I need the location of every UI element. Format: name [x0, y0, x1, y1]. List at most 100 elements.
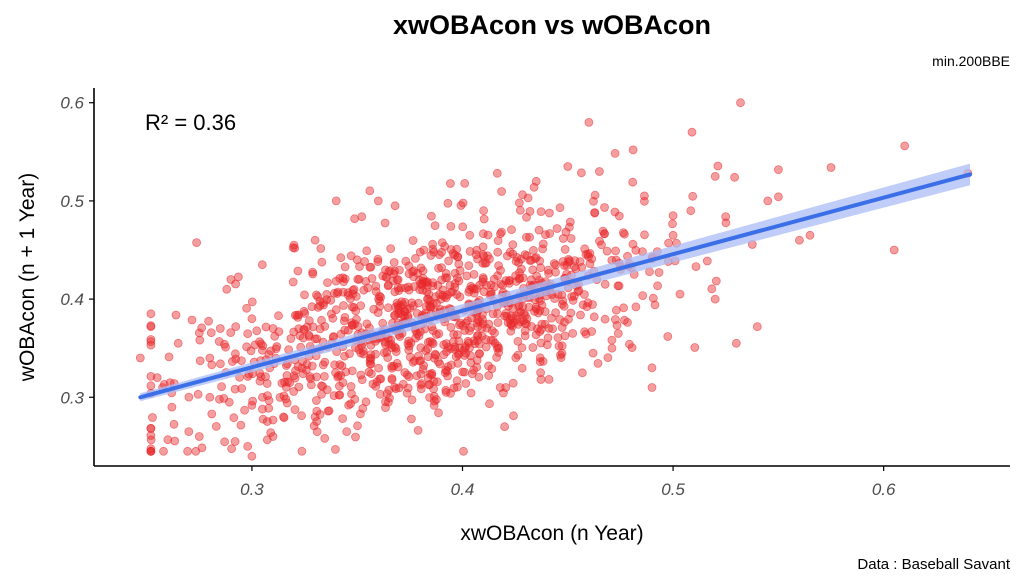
- data-point: [490, 328, 499, 338]
- data-point: [631, 302, 641, 312]
- data-point: [375, 296, 384, 306]
- data-point: [146, 431, 156, 440]
- data-point: [444, 256, 454, 266]
- data-point: [354, 274, 364, 284]
- data-point: [713, 161, 723, 171]
- data-point: [279, 391, 289, 401]
- data-point: [580, 290, 589, 299]
- data-point: [805, 230, 815, 240]
- data-point: [446, 388, 455, 398]
- data-point: [135, 353, 145, 363]
- data-point: [465, 326, 474, 336]
- data-point: [148, 413, 157, 422]
- data-point: [707, 284, 717, 294]
- data-point: [387, 375, 397, 385]
- data-point: [763, 196, 773, 206]
- data-point: [274, 311, 283, 321]
- data-point: [512, 315, 522, 325]
- data-point: [299, 306, 309, 316]
- data-point: [317, 315, 326, 325]
- data-point: [389, 310, 399, 320]
- data-point: [297, 363, 307, 373]
- data-point: [423, 337, 433, 347]
- data-point: [483, 251, 493, 261]
- data-point: [386, 339, 396, 349]
- data-point: [512, 252, 522, 262]
- data-point: [304, 330, 314, 340]
- data-point: [535, 256, 545, 266]
- data-point: [310, 412, 320, 422]
- data-point: [556, 353, 566, 363]
- data-point: [534, 225, 544, 235]
- data-point: [774, 165, 783, 175]
- data-point: [473, 331, 482, 341]
- data-point: [500, 311, 510, 321]
- data-point: [410, 253, 420, 263]
- data-point: [513, 336, 523, 346]
- data-point: [507, 225, 516, 235]
- data-point: [590, 208, 600, 218]
- data-point: [730, 172, 739, 182]
- data-point: [497, 187, 507, 196]
- data-point: [243, 329, 253, 339]
- data-point: [270, 331, 280, 341]
- data-point: [146, 444, 156, 454]
- data-point: [517, 343, 527, 353]
- y-tick-label: 0.3: [60, 388, 84, 407]
- data-point: [316, 381, 326, 391]
- x-ticks: 0.3 0.4 0.5 0.6: [240, 466, 896, 499]
- data-point: [310, 235, 320, 245]
- data-point: [589, 312, 599, 322]
- data-point: [553, 333, 563, 343]
- data-point: [528, 343, 538, 352]
- data-point: [373, 254, 383, 264]
- data-point: [247, 297, 257, 307]
- data-point: [577, 168, 586, 178]
- data-point: [441, 339, 451, 349]
- data-point: [493, 247, 503, 257]
- data-point: [613, 281, 623, 291]
- data-point: [490, 338, 500, 348]
- data-point: [388, 276, 398, 286]
- data-point: [647, 363, 657, 373]
- data-point: [355, 409, 365, 419]
- data-point: [346, 251, 356, 261]
- data-point: [450, 344, 460, 354]
- data-point: [222, 284, 232, 294]
- data-point: [721, 218, 731, 228]
- data-point: [195, 356, 205, 366]
- regression-line: [138, 172, 972, 400]
- data-point: [614, 211, 624, 221]
- data-point: [492, 352, 502, 362]
- data-point: [485, 399, 494, 409]
- data-point: [434, 408, 443, 418]
- data-point: [390, 266, 400, 276]
- data-point: [416, 384, 426, 394]
- data-point: [691, 262, 701, 272]
- data-point: [380, 218, 390, 228]
- data-point: [600, 314, 610, 324]
- data-point: [588, 300, 597, 309]
- data-point: [458, 222, 468, 232]
- data-point: [508, 378, 518, 388]
- data-point: [403, 383, 413, 393]
- data-point: [710, 294, 720, 304]
- data-point: [566, 308, 576, 318]
- data-point: [347, 318, 357, 328]
- data-point: [463, 336, 473, 346]
- x-tick-label: 0.6: [872, 480, 896, 499]
- data-point: [461, 379, 471, 388]
- data-point: [711, 276, 721, 286]
- data-point: [522, 251, 532, 261]
- data-point: [257, 404, 267, 414]
- data-point: [620, 229, 629, 239]
- data-point: [304, 316, 314, 326]
- data-point: [580, 327, 589, 337]
- data-point: [226, 275, 236, 284]
- data-point: [418, 364, 428, 374]
- data-point: [289, 240, 299, 250]
- data-point: [416, 369, 426, 379]
- data-point: [371, 281, 381, 291]
- data-point: [540, 319, 550, 329]
- data-point: [515, 205, 525, 215]
